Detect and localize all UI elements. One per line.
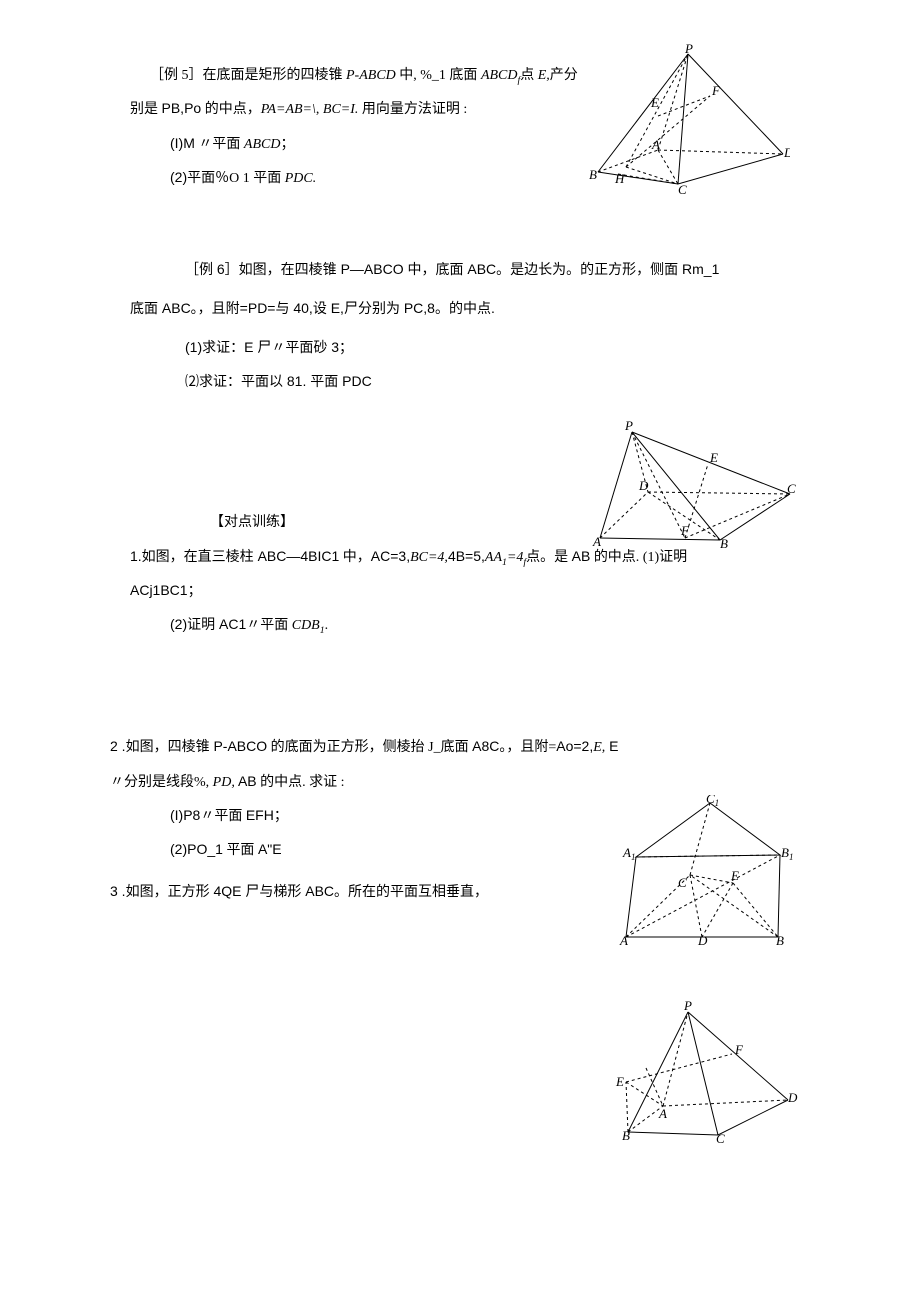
svg-text:E: E [615, 1074, 624, 1089]
figure-p2: P F E A D B C [608, 1000, 798, 1145]
svg-text:H: H [614, 171, 625, 186]
ex5-intro: ［例 5］在底面是矩形的四棱锥 [150, 68, 346, 83]
svg-text:B: B [776, 933, 784, 945]
svg-text:C: C [787, 481, 796, 496]
ex6-q1: (1)求证：E 尸〃平面砂 3； [185, 339, 353, 355]
svg-text:F: F [711, 83, 721, 98]
ex6-line1: ［例 6］如图，在四棱锥 P—ABCO 中，底面 ABC。是边长为。的正方形，侧… [185, 261, 719, 277]
svg-text:A1: A1 [622, 845, 635, 862]
training-title: 【对点训练】 [210, 515, 294, 530]
example-6: ［例 6］如图，在四棱锥 P—ABCO 中，底面 ABC。是边长为。的正方形，侧… [130, 253, 810, 400]
svg-text:C: C [678, 182, 687, 194]
svg-text:A: A [658, 1106, 667, 1121]
svg-text:A: A [651, 137, 660, 152]
svg-text:E: E [650, 95, 659, 110]
figure-ex5: P F E A D B H C [580, 44, 790, 194]
svg-text:B: B [622, 1128, 630, 1143]
svg-text:P: P [684, 44, 693, 56]
svg-text:C: C [716, 1131, 725, 1145]
svg-text:B: B [720, 536, 728, 548]
svg-text:C1: C1 [706, 795, 719, 808]
figure-ex6: P E D C A F B [590, 420, 800, 548]
svg-text:E: E [709, 450, 718, 465]
svg-text:D: D [787, 1090, 798, 1105]
svg-text:D: D [638, 478, 649, 493]
svg-text:B1: B1 [781, 845, 793, 862]
figure-p1: C1 A1 B1 C E A D B [618, 795, 793, 945]
svg-text:F: F [734, 1042, 744, 1057]
svg-text:P: P [683, 1000, 692, 1013]
svg-text:A: A [619, 933, 628, 945]
problem-1: 1.如图，在直三棱柱 ABC—4BIC1 中，AC=3,BC=4,4B=5,AA… [130, 540, 810, 643]
svg-text:B: B [589, 167, 597, 182]
ex6-line2: 底面 ABC。，且附=PD=与 40,设 E,尸分别为 PC,8。的中点. [130, 300, 495, 316]
svg-text:D: D [697, 933, 708, 945]
svg-text:F: F [680, 523, 690, 538]
ex6-q2: ⑵求证：平面以 81. 平面 PDC [185, 373, 372, 389]
svg-text:E: E [730, 868, 739, 883]
svg-text:P: P [624, 420, 633, 433]
svg-text:C: C [678, 875, 687, 890]
svg-text:A: A [592, 534, 601, 548]
svg-text:D: D [783, 145, 790, 160]
